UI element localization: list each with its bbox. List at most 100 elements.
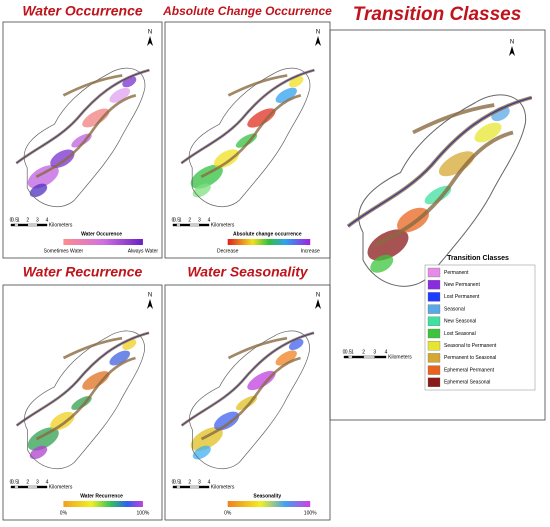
north-arrow — [147, 299, 153, 309]
legend-high: Always Water — [128, 248, 159, 254]
scale-label: 0.5 — [345, 349, 352, 355]
legend-swatch — [427, 328, 441, 339]
scale-segment — [352, 355, 364, 359]
scale-segment — [374, 355, 387, 359]
scale-segment — [189, 485, 200, 489]
scale-segment — [179, 485, 190, 489]
scale-segment — [179, 223, 190, 227]
map-patch — [214, 411, 240, 431]
legend-ramp — [227, 239, 311, 245]
scale-label: 3 — [373, 349, 376, 355]
scale-label: 3 — [36, 479, 39, 485]
north-label: N — [510, 40, 514, 46]
legend-swatch — [427, 365, 441, 375]
scale-label: 0.5 — [173, 217, 180, 223]
legend-swatch — [427, 280, 441, 290]
scale-segment — [199, 485, 210, 489]
north-arrow — [315, 36, 321, 46]
map-patch — [109, 87, 131, 103]
north-arrow — [147, 36, 153, 46]
scale-segment — [343, 355, 349, 359]
scale-label: 1 — [351, 349, 354, 355]
legend-label: New Permanent — [444, 282, 480, 288]
north-label: N — [148, 30, 152, 36]
legend-label: Permanent — [444, 270, 469, 276]
legend-label: Seasonal to Permanent — [444, 343, 497, 349]
scale-label: 4 — [208, 479, 211, 485]
scale-label: 4 — [208, 217, 211, 223]
panel-title: Water Recurrence — [23, 264, 143, 280]
scale-segment — [172, 223, 177, 227]
legend-high: 100% — [137, 510, 150, 516]
legend-title: Absolute change occurrence — [233, 231, 302, 237]
map-patch — [247, 108, 276, 128]
map-patch — [214, 149, 240, 169]
north-label: N — [316, 293, 320, 299]
scale-label: 2 — [362, 349, 365, 355]
scale-label: 0.5 — [173, 479, 180, 485]
scale-label: 2 — [188, 479, 191, 485]
legend-swatch — [427, 292, 441, 302]
panel-title: Absolute Change Occurrence — [162, 4, 332, 18]
scale-segment — [27, 485, 38, 489]
map-patch — [397, 207, 429, 233]
scale-label: 2 — [26, 217, 29, 223]
map-patch — [27, 165, 59, 189]
panel-title: Water Seasonality — [187, 264, 309, 280]
panel-frame — [329, 29, 546, 421]
scale-segment — [27, 223, 38, 227]
map-patch — [275, 350, 297, 366]
scale-segment — [37, 485, 48, 489]
legend-low: 0% — [224, 510, 232, 516]
scale-label: 1 — [179, 217, 182, 223]
scale-segment — [18, 223, 29, 227]
legend-title: Transition Classes — [447, 255, 509, 262]
map-patch — [275, 87, 297, 103]
scale-label: 1 — [179, 479, 182, 485]
map-patch — [192, 183, 211, 198]
scale-label: 4 — [46, 479, 49, 485]
scale-label: 3 — [198, 217, 201, 223]
map-patch — [29, 183, 48, 198]
scale-segment — [14, 485, 19, 489]
legend-label: Lost Seasonal — [444, 331, 476, 337]
map-patch — [50, 411, 75, 431]
scale-segment — [18, 485, 29, 489]
scale-label: 4 — [385, 349, 388, 355]
scale-label: 0.5 — [11, 217, 18, 223]
legend-ramp — [63, 501, 143, 507]
panel-frame — [2, 284, 163, 521]
scale-label: 0 — [172, 217, 175, 223]
scale-unit: Kilometers — [49, 484, 73, 490]
scale-label: 4 — [46, 217, 49, 223]
legend-low: Sometimes Water — [44, 248, 84, 254]
scale-label: 0 — [10, 217, 13, 223]
legend-label: Permanent to Seasonal — [444, 355, 496, 361]
scale-label: 3 — [36, 217, 39, 223]
scale-label: 2 — [26, 479, 29, 485]
scale-segment — [176, 485, 181, 489]
legend-ramp — [63, 239, 143, 245]
map-patch — [29, 445, 48, 460]
legend-swatch — [427, 316, 441, 326]
panel-title: Water Occurrence — [22, 3, 143, 19]
scale-segment — [199, 223, 210, 227]
legend-title: Water Recurrence — [80, 493, 123, 499]
scale-label: 2 — [188, 217, 191, 223]
scale-segment — [37, 223, 48, 227]
legend-high: 100% — [304, 510, 317, 516]
scale-segment — [363, 355, 376, 359]
scale-label: 1 — [17, 217, 20, 223]
panel-frame — [2, 21, 163, 259]
scale-unit: Kilometers — [211, 484, 235, 490]
scale-label: 0.5 — [11, 479, 18, 485]
legend-swatch — [427, 353, 441, 363]
map-patch — [82, 108, 110, 128]
legend-swatch — [427, 341, 441, 351]
legend-swatch — [427, 304, 441, 314]
map-patch — [370, 254, 394, 273]
north-arrow — [315, 299, 321, 309]
scale-label: 0 — [172, 479, 175, 485]
legend-title: Water Occurence — [81, 231, 122, 237]
